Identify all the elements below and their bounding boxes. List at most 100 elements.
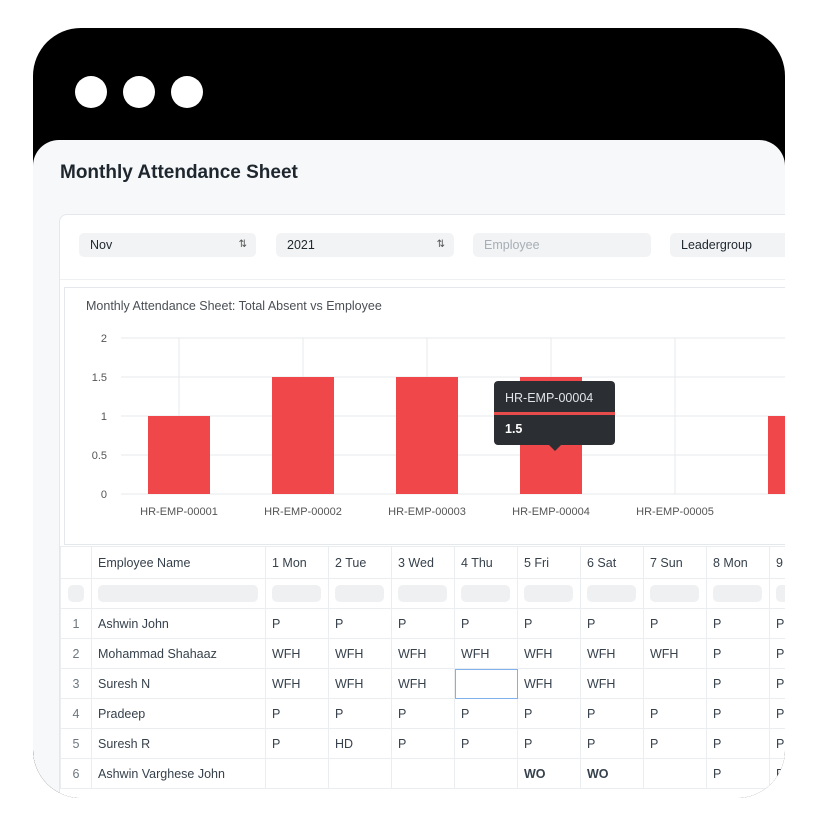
group-select[interactable]: Leadergroup <box>670 233 785 257</box>
table-row[interactable]: 3 Suresh N WFH WFH WFH WFH WFH P P <box>60 668 785 699</box>
attendance-cell[interactable] <box>391 758 455 789</box>
column-filter-input[interactable] <box>524 585 573 602</box>
column-filter-input[interactable] <box>776 585 785 602</box>
attendance-cell[interactable]: WFH <box>517 668 581 699</box>
attendance-cell[interactable]: WO <box>517 758 581 789</box>
window-dot-minimize[interactable] <box>123 76 155 108</box>
attendance-cell[interactable]: P <box>706 608 770 639</box>
attendance-cell[interactable]: WFH <box>580 668 644 699</box>
attendance-cell[interactable] <box>454 668 518 699</box>
employee-name-cell[interactable]: Mohammad Shahaaz <box>91 638 266 669</box>
table-row[interactable]: 5 Suresh R P HD P P P P P P P <box>60 728 785 759</box>
attendance-cell[interactable]: WFH <box>643 638 707 669</box>
column-filter-input[interactable] <box>461 585 510 602</box>
column-filter-input[interactable] <box>650 585 699 602</box>
year-select[interactable]: 2021 ⇅ <box>276 233 454 257</box>
attendance-cell[interactable]: P <box>517 698 581 729</box>
attendance-cell[interactable] <box>454 758 518 789</box>
attendance-cell[interactable]: P <box>517 608 581 639</box>
employee-name-cell[interactable]: Ashwin John <box>91 608 266 639</box>
attendance-cell[interactable]: P <box>328 698 392 729</box>
attendance-cell[interactable]: P <box>517 728 581 759</box>
column-header[interactable]: 5 Fri <box>517 546 581 579</box>
column-header[interactable]: 9 <box>769 546 785 579</box>
column-header[interactable]: 4 Thu <box>454 546 518 579</box>
attendance-cell[interactable]: P <box>580 698 644 729</box>
attendance-cell[interactable]: P <box>265 608 329 639</box>
column-filter-input[interactable] <box>272 585 321 602</box>
attendance-cell[interactable]: P <box>643 698 707 729</box>
employee-name-cell[interactable]: Suresh N <box>91 668 266 699</box>
attendance-cell[interactable]: P <box>769 698 785 729</box>
employee-name-cell[interactable]: Pradeep <box>91 698 266 729</box>
attendance-cell[interactable] <box>328 758 392 789</box>
table-row[interactable]: 1 Ashwin John P P P P P P P P P <box>60 608 785 639</box>
attendance-cell[interactable]: P <box>391 608 455 639</box>
attendance-cell[interactable]: WFH <box>454 638 518 669</box>
attendance-cell[interactable]: WFH <box>391 668 455 699</box>
attendance-cell[interactable]: WO <box>580 758 644 789</box>
attendance-cell[interactable]: P <box>706 698 770 729</box>
attendance-cell[interactable] <box>643 668 707 699</box>
table-row[interactable]: 6 Ashwin Varghese John WO WO P P <box>60 758 785 789</box>
column-filter-input[interactable] <box>98 585 258 602</box>
attendance-cell[interactable]: HD <box>328 728 392 759</box>
column-header[interactable]: 8 Mon <box>706 546 770 579</box>
attendance-cell[interactable] <box>643 758 707 789</box>
attendance-cell[interactable]: WFH <box>391 638 455 669</box>
table-row[interactable]: 2 Mohammad Shahaaz WFH WFH WFH WFH WFH WFH WFH P P <box>60 638 785 669</box>
attendance-cell[interactable]: P <box>454 608 518 639</box>
attendance-cell[interactable]: P <box>769 638 785 669</box>
attendance-cell[interactable]: P <box>706 638 770 669</box>
attendance-cell[interactable]: P <box>454 698 518 729</box>
attendance-cell[interactable]: WFH <box>265 668 329 699</box>
attendance-cell[interactable]: P <box>643 608 707 639</box>
attendance-cell[interactable]: P <box>391 728 455 759</box>
month-select[interactable]: Nov ⇅ <box>79 233 256 257</box>
window-dot-close[interactable] <box>75 76 107 108</box>
employee-name-cell[interactable]: Suresh R <box>91 728 266 759</box>
column-header[interactable]: 1 Mon <box>265 546 329 579</box>
attendance-cell[interactable] <box>265 758 329 789</box>
attendance-cell[interactable]: P <box>769 668 785 699</box>
tooltip-label: HR-EMP-00004 <box>494 381 615 415</box>
column-filter-input[interactable] <box>713 585 762 602</box>
bar-hr-e[interactable] <box>768 416 785 494</box>
attendance-cell[interactable]: WFH <box>517 638 581 669</box>
table-row[interactable]: 4 Pradeep P P P P P P P P P <box>60 698 785 729</box>
attendance-cell[interactable]: P <box>454 728 518 759</box>
bar-hr-emp-00003[interactable] <box>396 377 458 494</box>
column-header[interactable]: Employee Name <box>91 546 266 579</box>
column-header[interactable]: 3 Wed <box>391 546 455 579</box>
attendance-cell[interactable]: P <box>580 728 644 759</box>
attendance-cell[interactable]: P <box>769 758 785 789</box>
attendance-cell[interactable]: P <box>643 728 707 759</box>
attendance-cell[interactable]: P <box>328 608 392 639</box>
employee-name-cell[interactable]: Ashwin Varghese John <box>91 758 266 789</box>
column-filter-input[interactable] <box>398 585 447 602</box>
attendance-cell[interactable]: P <box>580 608 644 639</box>
bar-hr-emp-00002[interactable] <box>272 377 334 494</box>
window-dot-maximize[interactable] <box>171 76 203 108</box>
attendance-cell[interactable]: P <box>706 758 770 789</box>
column-filter-input[interactable] <box>587 585 636 602</box>
attendance-cell[interactable]: P <box>265 728 329 759</box>
column-header[interactable]: 2 Tue <box>328 546 392 579</box>
column-filter-input[interactable] <box>335 585 384 602</box>
attendance-cell[interactable]: P <box>769 728 785 759</box>
attendance-cell[interactable]: P <box>706 668 770 699</box>
column-header[interactable]: 6 Sat <box>580 546 644 579</box>
attendance-cell[interactable]: P <box>769 608 785 639</box>
attendance-cell[interactable]: WFH <box>580 638 644 669</box>
attendance-cell[interactable]: P <box>706 728 770 759</box>
attendance-cell[interactable]: P <box>265 698 329 729</box>
attendance-cell[interactable]: P <box>391 698 455 729</box>
employee-input[interactable]: Employee <box>473 233 651 257</box>
page-title: Monthly Attendance Sheet <box>60 162 298 183</box>
attendance-cell[interactable]: WFH <box>328 668 392 699</box>
column-filter-input[interactable] <box>68 585 84 602</box>
column-header[interactable]: 7 Sun <box>643 546 707 579</box>
attendance-cell[interactable]: WFH <box>328 638 392 669</box>
bar-hr-emp-00001[interactable] <box>148 416 210 494</box>
attendance-cell[interactable]: WFH <box>265 638 329 669</box>
